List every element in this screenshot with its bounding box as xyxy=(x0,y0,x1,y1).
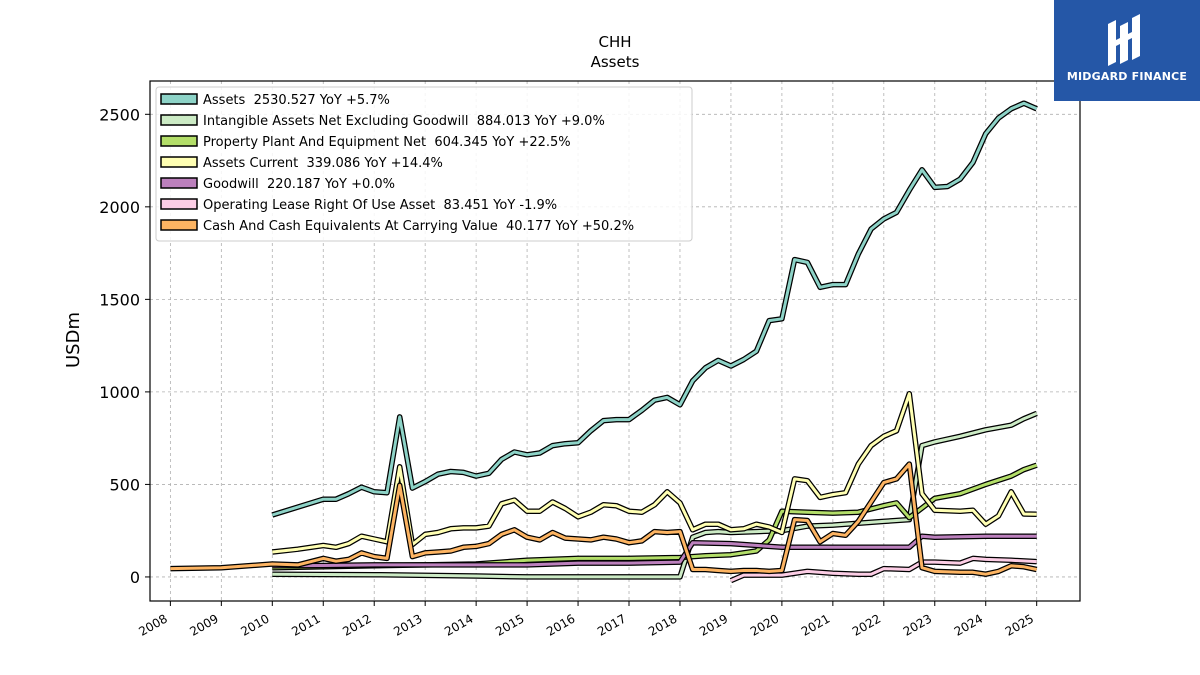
legend-label: Operating Lease Right Of Use Asset 83.45… xyxy=(203,198,557,213)
x-tick-label: 2016 xyxy=(544,611,577,638)
x-tick-label: 2018 xyxy=(646,611,679,638)
x-tick-label: 2010 xyxy=(238,611,271,638)
legend-item: Cash And Cash Equivalents At Carrying Va… xyxy=(160,219,634,234)
chart-subtitle: Assets xyxy=(591,53,640,71)
x-tick-label: 2024 xyxy=(952,611,985,638)
y-tick-label: 2000 xyxy=(99,198,140,217)
legend-swatch xyxy=(160,135,198,147)
x-tick-label: 2012 xyxy=(340,611,373,638)
legend-label: Intangible Assets Net Excluding Goodwill… xyxy=(203,114,605,129)
x-tick-label: 2020 xyxy=(748,611,781,638)
legend-swatch xyxy=(160,114,198,126)
series-line xyxy=(170,461,1038,577)
legend-swatch xyxy=(160,219,198,231)
x-tick-label: 2011 xyxy=(289,611,322,638)
x-tick-label: 2013 xyxy=(391,611,424,638)
legend-label: Cash And Cash Equivalents At Carrying Va… xyxy=(203,219,634,234)
series-line xyxy=(272,462,1038,571)
x-tick-label: 2014 xyxy=(442,611,475,638)
x-tick-label: 2025 xyxy=(1003,611,1036,638)
legend-item: Goodwill 220.187 YoY +0.0% xyxy=(160,177,395,192)
x-tick-label: 2017 xyxy=(595,611,628,638)
series-line-fill xyxy=(170,462,1038,576)
plot-frame xyxy=(149,80,1081,602)
chart-title: CHH xyxy=(598,33,631,51)
x-tick-label: 2019 xyxy=(697,611,730,638)
legend-swatch xyxy=(160,177,198,189)
y-tick-label: 1500 xyxy=(99,290,140,309)
series-line-fill xyxy=(272,392,1037,554)
legend-swatch xyxy=(160,156,198,168)
x-tick-label: 2023 xyxy=(901,611,934,638)
x-tick-label: 2008 xyxy=(136,611,169,638)
series-line xyxy=(272,533,1037,569)
y-tick-label: 0 xyxy=(130,568,140,587)
legend-swatch xyxy=(160,93,198,105)
series-line xyxy=(271,100,1038,518)
legend-label: Assets 2530.527 YoY +5.7% xyxy=(203,93,390,108)
legend-label: Property Plant And Equipment Net 604.345… xyxy=(203,135,571,150)
y-tick-label: 1000 xyxy=(99,383,140,402)
series-line-fill xyxy=(271,101,1038,517)
brand-logo: MIDGARD FINANCE xyxy=(1054,0,1200,101)
legend-label: Goodwill 220.187 YoY +0.0% xyxy=(203,177,395,192)
series-line xyxy=(271,390,1037,555)
brand-name: MIDGARD FINANCE xyxy=(1066,70,1188,83)
x-tick-label: 2022 xyxy=(850,611,883,638)
legend: Assets 2530.527 YoY +5.7% Intangible Asse… xyxy=(155,86,693,242)
series-line-fill xyxy=(730,556,1037,582)
legend-box xyxy=(155,86,693,242)
legend-item: Assets 2530.527 YoY +5.7% xyxy=(160,93,390,108)
legend-label: Assets Current 339.086 YoY +14.4% xyxy=(203,156,443,171)
series-line-fill xyxy=(272,463,1038,570)
legend-item: Intangible Assets Net Excluding Goodwill… xyxy=(160,114,605,129)
series-line-fill xyxy=(272,534,1037,568)
series-layer xyxy=(170,100,1038,584)
legend-item: Assets Current 339.086 YoY +14.4% xyxy=(160,156,443,171)
legend-item: Operating Lease Right Of Use Asset 83.45… xyxy=(160,198,557,213)
legend-swatch xyxy=(160,198,198,210)
x-tick-label: 2021 xyxy=(799,611,832,638)
y-axis-label: USDm xyxy=(63,312,84,368)
x-tick-label: 2009 xyxy=(187,611,220,638)
series-line xyxy=(729,555,1037,584)
legend-item: Property Plant And Equipment Net 604.345… xyxy=(160,135,571,150)
series-line-outline xyxy=(271,390,1037,555)
y-tick-label: 2500 xyxy=(99,105,140,124)
x-tick-label: 2015 xyxy=(493,611,526,638)
midgard-logo-icon xyxy=(1108,14,1140,66)
y-tick-label: 500 xyxy=(109,475,140,494)
